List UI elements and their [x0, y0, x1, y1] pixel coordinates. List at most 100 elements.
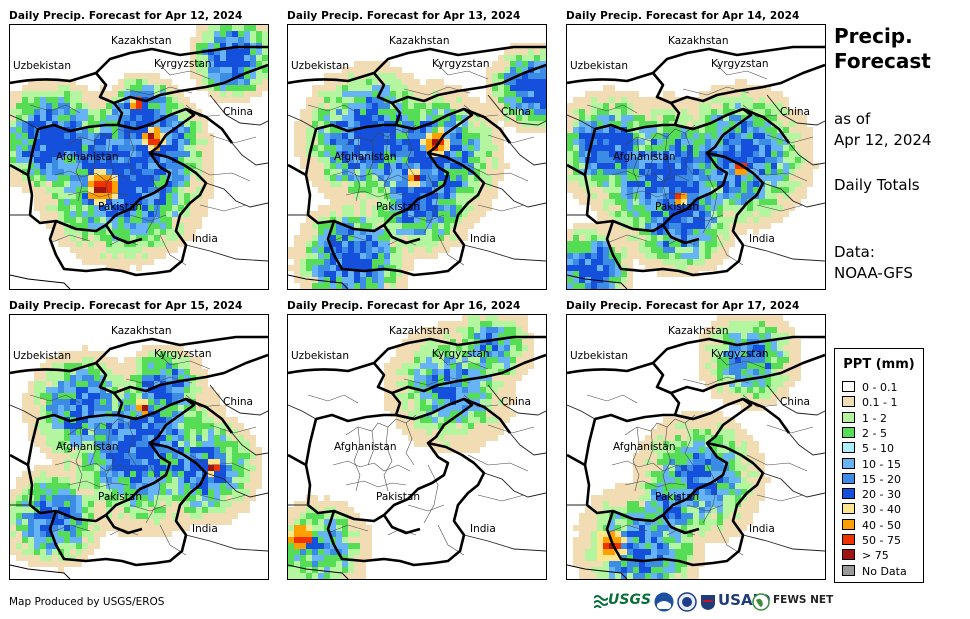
precip-cell [262, 67, 268, 73]
precip-cell [438, 429, 444, 435]
precip-cell [46, 549, 52, 555]
precip-cell [232, 453, 238, 459]
precip-cell [142, 151, 148, 157]
precip-cell [226, 43, 232, 49]
precip-cell [438, 169, 444, 175]
precip-cell [741, 229, 747, 235]
precip-cell [172, 91, 178, 97]
precip-cell [226, 417, 232, 423]
precip-cell [166, 109, 172, 115]
precip-cell [88, 411, 94, 417]
precip-cell [723, 205, 729, 211]
precip-cell [100, 205, 106, 211]
precip-cell [294, 139, 300, 145]
precip-cell [160, 247, 166, 253]
precip-cell [663, 157, 669, 163]
precip-cell [384, 175, 390, 181]
province-boundaries [586, 64, 814, 266]
precip-cell [88, 465, 94, 471]
precip-cell [771, 169, 777, 175]
precip-cell [142, 85, 148, 91]
precip-cell [741, 157, 747, 163]
precip-cell [106, 91, 112, 97]
precip-cell [504, 315, 510, 321]
precip-cell [40, 127, 46, 133]
precip-cell [34, 429, 40, 435]
precip-cell [70, 495, 76, 501]
precip-cell [456, 187, 462, 193]
precip-cell [705, 169, 711, 175]
precip-cell [46, 199, 52, 205]
precip-cell [244, 97, 250, 103]
precip-cell [675, 229, 681, 235]
precip-cell [585, 103, 591, 109]
precip-cell [711, 199, 717, 205]
precip-cell [486, 375, 492, 381]
precip-cell [106, 253, 112, 259]
precip-cell [196, 369, 202, 375]
precip-cell [378, 67, 384, 73]
precip-cell [687, 133, 693, 139]
precip-cell [438, 369, 444, 375]
precip-cell [52, 169, 58, 175]
precip-cell [663, 223, 669, 229]
precip-cell [70, 85, 76, 91]
precip-cell [735, 85, 741, 91]
precip-cell [675, 163, 681, 169]
precip-cell [789, 151, 795, 157]
precip-cell [603, 283, 609, 289]
kazakhstan-label: Kazakhstan [668, 35, 729, 47]
india-label: India [192, 523, 218, 535]
precip-cell [124, 223, 130, 229]
precip-cell [585, 271, 591, 277]
precip-cell [106, 525, 112, 531]
precip-cell [196, 513, 202, 519]
precip-cell [330, 271, 336, 277]
precip-cell [112, 459, 118, 465]
precip-cell [795, 127, 801, 133]
precip-cell [486, 97, 492, 103]
precip-cell [94, 399, 100, 405]
precip-cell [432, 429, 438, 435]
precip-cell [771, 103, 777, 109]
precip-cell [681, 145, 687, 151]
precip-cell [178, 241, 184, 247]
precip-cell [651, 121, 657, 127]
precip-cell [603, 139, 609, 145]
precip-cell [498, 363, 504, 369]
precip-cell [76, 381, 82, 387]
precip-cell [142, 447, 148, 453]
precip-cell [450, 241, 456, 247]
precip-cell [324, 495, 330, 501]
precip-cell [456, 339, 462, 345]
precip-cell [372, 211, 378, 217]
precip-cell [112, 435, 118, 441]
precip-cell [52, 91, 58, 97]
precip-cell [58, 501, 64, 507]
precip-cell [492, 103, 498, 109]
precip-cell [735, 127, 741, 133]
precip-cell [504, 85, 510, 91]
precip-cell [34, 381, 40, 387]
precip-cell [22, 549, 28, 555]
precip-cell [492, 169, 498, 175]
precip-cell [46, 423, 52, 429]
precip-cell [160, 193, 166, 199]
precip-cell [360, 109, 366, 115]
precip-cell [214, 405, 220, 411]
precip-cell [148, 399, 154, 405]
panel-title: Daily Precip. Forecast for Apr 15, 2024 [9, 300, 243, 312]
precip-cell [687, 121, 693, 127]
precip-cell [106, 217, 112, 223]
precip-cell [747, 97, 753, 103]
precip-cell [28, 561, 34, 567]
precip-cell [354, 169, 360, 175]
precip-cell [166, 369, 172, 375]
precip-cell [747, 139, 753, 145]
uzbekistan-label: Uzbekistan [291, 60, 349, 72]
precip-cell [160, 507, 166, 513]
precip-cell [160, 181, 166, 187]
precip-cell [46, 145, 52, 151]
precip-cell [154, 103, 160, 109]
precip-cell [414, 235, 420, 241]
